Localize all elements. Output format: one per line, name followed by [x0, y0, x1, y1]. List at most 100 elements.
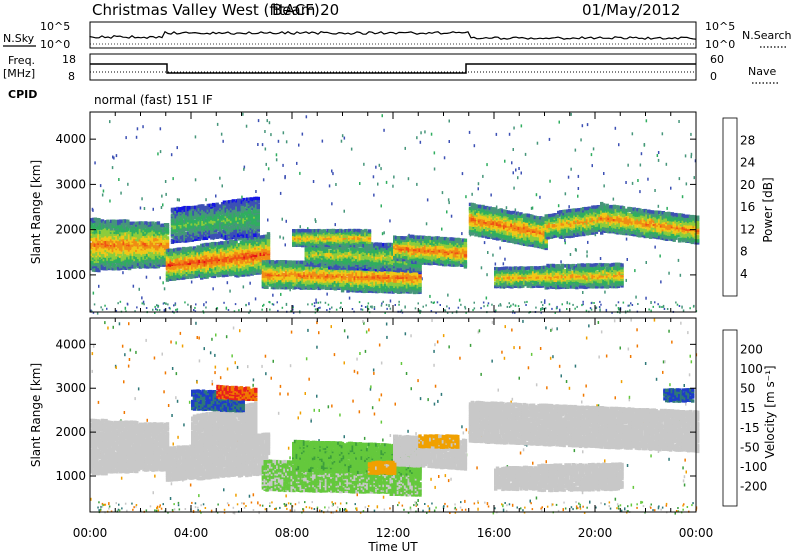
power-scatter-cell [131, 261, 135, 265]
power-scatter-cell [171, 272, 175, 276]
power-scatter-cell [180, 251, 184, 255]
power-near-range-cell [292, 311, 295, 314]
power-scatter-cell [90, 259, 94, 264]
power-scatter-cell [218, 241, 222, 246]
power-scatter-cell [142, 263, 146, 267]
power-noise-cell [605, 308, 608, 312]
power-scatter-cell [241, 236, 245, 241]
power-noise-cell [190, 280, 193, 284]
power-scatter-cell [228, 255, 233, 259]
power-noise-cell [373, 193, 375, 197]
power-scatter-cell [218, 257, 222, 262]
power-near-range-cell [386, 307, 388, 310]
power-scatter-cell [169, 263, 173, 267]
power-scatter-cell [196, 252, 200, 256]
power-scatter-cell [183, 257, 188, 262]
power-scatter-cell [122, 221, 126, 226]
power-scatter-cell [135, 261, 139, 265]
power-scatter-cell [173, 272, 177, 276]
power-scatter-cell [120, 227, 125, 231]
power-scatter-cell [133, 247, 137, 251]
power-scatter-cell [178, 271, 182, 275]
power-scatter-cell [135, 228, 139, 233]
power-noise-cell [380, 167, 382, 171]
power-scatter-cell [167, 250, 171, 254]
power-scatter-cell [198, 253, 202, 257]
power-scatter-cell [149, 259, 153, 263]
power-scatter-cell [151, 263, 155, 267]
power-noise-cell [139, 206, 142, 210]
power-scatter-cell [126, 239, 130, 243]
power-scatter-cell [95, 257, 99, 261]
power-scatter-cell [180, 258, 184, 263]
power-noise-cell [665, 162, 668, 166]
power-scatter-cell [214, 250, 218, 255]
power-scatter-cell [221, 273, 226, 278]
power-scatter-cell [151, 239, 155, 243]
power-scatter-cell [144, 239, 148, 243]
power-scatter-cell [216, 245, 220, 249]
power-scatter-cell [124, 265, 128, 269]
power-near-range-cell [329, 307, 331, 310]
power-scatter-cell [183, 268, 188, 273]
power-noise-cell [326, 292, 328, 296]
power-near-range-cell [689, 307, 691, 310]
power-scatter-cell [167, 274, 171, 278]
power-noise-cell [348, 296, 351, 300]
power-scatter-cell [223, 246, 227, 250]
power-scatter-cell [145, 259, 150, 264]
power-scatter-cell [136, 245, 141, 249]
power-scatter-cell [97, 264, 101, 269]
power-near-range-cell [678, 305, 681, 307]
power-scatter-cell [221, 250, 226, 254]
power-scatter-cell [167, 252, 171, 257]
power-scatter-cell [97, 218, 101, 222]
power-near-range-cell [666, 308, 669, 310]
power-scatter-cell [124, 248, 128, 252]
power-noise-cell [520, 171, 522, 175]
power-scatter-cell [104, 236, 108, 240]
power-scatter-cell [227, 260, 231, 265]
power-scatter-cell [111, 230, 115, 234]
power-noise-cell [520, 124, 523, 128]
power-near-range-cell [675, 301, 677, 304]
power-noise-cell [162, 281, 164, 285]
power-scatter-cell [163, 256, 168, 260]
power-scatter-cell [113, 232, 117, 236]
power-scatter-cell [127, 238, 132, 242]
power-scatter-cell [162, 248, 166, 253]
power-noise-cell [159, 127, 162, 131]
power-scatter-cell [230, 242, 235, 246]
power-scatter-cell [228, 262, 233, 266]
power-scatter-cell [127, 232, 132, 236]
power-near-range-cell [593, 302, 595, 304]
power-scatter-cell [174, 271, 179, 276]
power-scatter-cell [111, 255, 115, 259]
power-scatter-cell [126, 237, 130, 242]
power-scatter-cell [165, 227, 170, 231]
power-scatter-cell [209, 260, 213, 265]
power-scatter-cell [90, 262, 94, 267]
power-scatter-cell [176, 267, 180, 272]
power-near-range-cell [595, 306, 598, 309]
power-scatter-cell [167, 267, 171, 271]
power-scatter-cell [151, 246, 155, 251]
power-noise-cell [268, 121, 271, 125]
power-scatter-cell [122, 237, 126, 242]
power-scatter-cell [154, 256, 159, 260]
power-scatter-cell [90, 255, 94, 260]
power-scatter-cell [97, 234, 101, 238]
power-noise-cell [659, 254, 661, 258]
power-scatter-cell [165, 260, 170, 264]
power-scatter-cell [256, 196, 260, 201]
power-scatter-cell [144, 228, 148, 233]
power-scatter-cell [162, 223, 166, 227]
power-scatter-cell [147, 257, 152, 262]
power-scatter-cell [187, 259, 191, 264]
power-scatter-cell [221, 246, 226, 251]
power-scatter-cell [129, 265, 134, 269]
power-scatter-cell [147, 221, 152, 226]
power-scatter-cell [241, 271, 245, 275]
power-scatter-cell [218, 261, 222, 266]
